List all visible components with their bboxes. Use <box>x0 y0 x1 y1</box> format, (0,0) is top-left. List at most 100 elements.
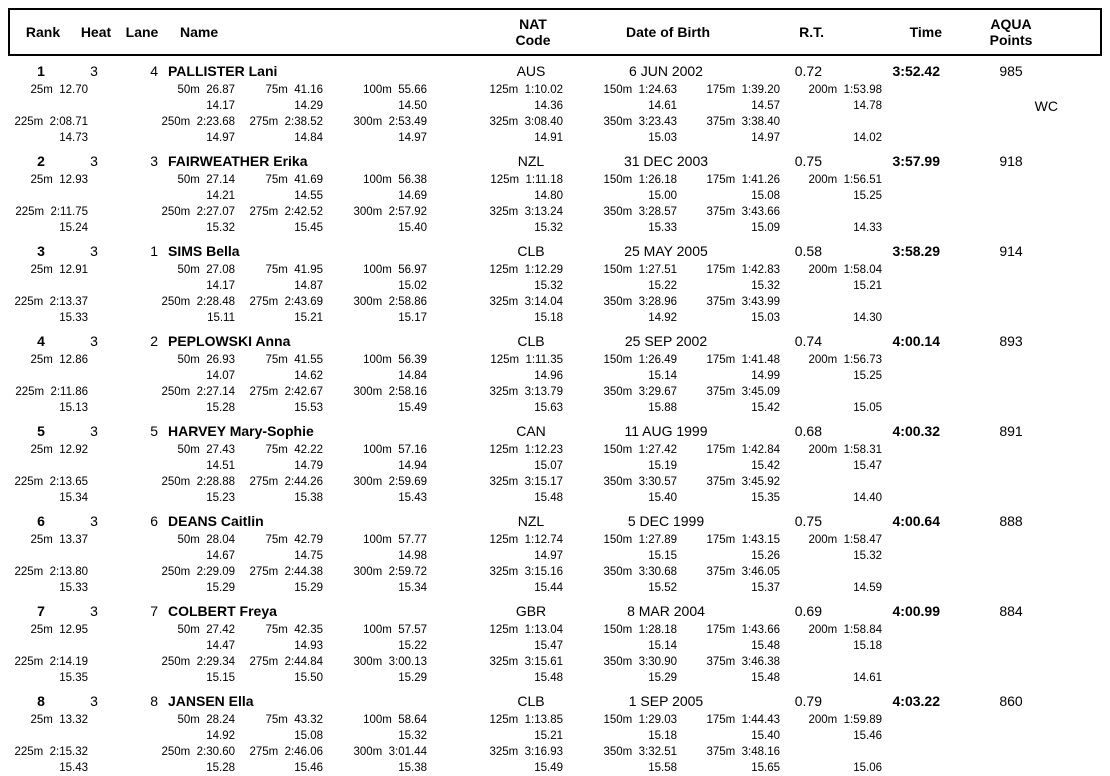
split-cell: 350m 3:32.51 <box>603 746 677 758</box>
split-cell: 15.32 <box>534 280 563 292</box>
split-cell: 125m 1:11.35 <box>490 354 563 366</box>
split-cell: 15.48 <box>751 672 780 684</box>
split-cell: 15.05 <box>853 402 882 414</box>
split-cell: 50m 26.87 <box>177 84 235 96</box>
split-cell: 14.92 <box>206 730 235 742</box>
swimmer-main-row: 8 3 8 JANSEN Ella CLB 1 SEP 2005 0.79 4:… <box>8 690 1102 712</box>
split-cell: 15.40 <box>398 222 427 234</box>
split-cell: 275m 2:43.69 <box>249 296 323 308</box>
swimmer-main-row: 6 3 6 DEANS Caitlin NZL 5 DEC 1999 0.75 … <box>8 510 1102 532</box>
record-note <box>882 670 1102 686</box>
split-cell: 25m 12.95 <box>30 624 88 636</box>
split-cell: 15.11 <box>207 312 235 324</box>
split-cell: 50m 27.43 <box>177 444 235 456</box>
splits-row-2: 225m 2:13.37 250m 2:28.48 275m 2:43.69 300m… <box>8 294 1102 310</box>
swimmer-name: HARVEY Mary-Sophie <box>168 423 314 439</box>
final-time: 4:00.32 <box>892 423 940 439</box>
split-cell: 15.48 <box>751 640 780 652</box>
split-cell: 150m 1:27.89 <box>603 534 677 546</box>
diffs-row-2: 15.34 15.23 15.38 15.43 15.48 15.40 15.35 14.40 <box>8 490 1102 506</box>
heat-value: 3 <box>90 423 98 439</box>
split-cell: 15.28 <box>206 762 235 774</box>
date-of-birth: 25 SEP 2002 <box>624 333 708 349</box>
record-note <box>882 310 1102 326</box>
lane-value: 1 <box>150 243 158 259</box>
header-rank: Rank <box>25 24 61 40</box>
split-cell: 15.33 <box>648 222 677 234</box>
nat-code: NZL <box>517 513 545 529</box>
split-cell: 15.21 <box>534 730 563 742</box>
split-cell: 14.79 <box>294 460 323 472</box>
split-cell: 175m 1:41.26 <box>706 174 780 186</box>
split-cell: 225m 2:14.19 <box>14 656 88 668</box>
split-cell: 200m 1:56.51 <box>808 174 882 186</box>
splits-row-2: 225m 2:15.32 250m 2:30.60 275m 2:46.06 300m… <box>8 744 1102 760</box>
split-cell: 50m 27.42 <box>177 624 235 636</box>
split-cell: 325m 3:13.79 <box>489 386 563 398</box>
splits-row-1: 25m 12.93 50m 27.14 75m 41.69 100m 56.38 125… <box>8 172 1102 188</box>
nat-code: NZL <box>517 153 545 169</box>
record-note <box>882 760 1102 776</box>
split-cell: 275m 2:38.52 <box>249 116 323 128</box>
split-cell: 325m 3:08.40 <box>489 116 563 128</box>
aqua-points: 860 <box>999 693 1023 709</box>
split-cell: 275m 2:44.38 <box>249 566 323 578</box>
split-cell: 300m 2:59.69 <box>353 476 427 488</box>
split-cell: 15.29 <box>648 672 677 684</box>
swimmer-row: 6 3 6 DEANS Caitlin NZL 5 DEC 1999 0.75 … <box>8 510 1102 596</box>
split-cell: 14.80 <box>534 190 563 202</box>
swimmer-name: FAIRWEATHER Erika <box>168 153 308 169</box>
split-cell: 14.91 <box>534 132 563 144</box>
rank-value: 4 <box>37 333 45 349</box>
record-note <box>882 654 1102 670</box>
split-cell: 14.47 <box>206 640 235 652</box>
reaction-time: 0.72 <box>794 63 822 79</box>
rank-value: 5 <box>37 423 45 439</box>
split-cell <box>8 458 88 474</box>
aqua-points: 884 <box>999 603 1023 619</box>
rank-value: 1 <box>37 63 45 79</box>
split-cell: 15.63 <box>534 402 563 414</box>
split-cell: 15.14 <box>648 370 677 382</box>
split-cell: 225m 2:11.75 <box>15 206 88 218</box>
split-cell: 15.35 <box>751 492 780 504</box>
split-cell: 325m 3:14.04 <box>489 296 563 308</box>
split-cell: 15.32 <box>206 222 235 234</box>
split-cell: 15.50 <box>294 672 323 684</box>
split-cell: 15.47 <box>853 460 882 472</box>
split-cell: 175m 1:44.43 <box>706 714 780 726</box>
nat-code: CLB <box>517 243 545 259</box>
swimmer-row: 7 3 7 COLBERT Freya GBR 8 MAR 2004 0.69 … <box>8 600 1102 686</box>
splits-row-1: 25m 13.37 50m 28.04 75m 42.79 100m 57.77 125… <box>8 532 1102 548</box>
split-cell: 15.52 <box>648 582 677 594</box>
split-cell: 15.00 <box>648 190 677 202</box>
record-note <box>882 532 1102 548</box>
split-cell: 50m 28.04 <box>177 534 235 546</box>
record-note: WC <box>1034 98 1058 114</box>
split-cell: 225m 2:11.86 <box>15 386 88 398</box>
split-cell: 50m 28.24 <box>177 714 235 726</box>
final-time: 4:00.14 <box>892 333 940 349</box>
split-cell <box>780 114 882 130</box>
split-cell: 50m 27.08 <box>177 264 235 276</box>
lane-value: 3 <box>150 153 158 169</box>
swimmer-row: 3 3 1 SIMS Bella CLB 25 MAY 2005 0.58 3:… <box>8 240 1102 326</box>
split-cell: 100m 55.66 <box>363 84 427 96</box>
split-cell: 275m 2:42.52 <box>249 206 323 218</box>
split-cell: 14.17 <box>206 100 235 112</box>
split-cell: 14.97 <box>398 132 427 144</box>
split-cell: 150m 1:29.03 <box>603 714 677 726</box>
split-cell: 125m 1:10.02 <box>489 84 563 96</box>
split-cell: 15.18 <box>853 640 882 652</box>
split-cell: 15.21 <box>294 312 323 324</box>
split-cell: 15.38 <box>398 762 427 774</box>
split-cell: 350m 3:23.43 <box>603 116 677 128</box>
header-points-line1: AQUA <box>990 16 1032 32</box>
split-cell: 75m 42.22 <box>265 444 323 456</box>
split-cell: 100m 56.97 <box>363 264 427 276</box>
split-cell: 14.97 <box>751 132 780 144</box>
split-cell: 350m 3:28.96 <box>603 296 677 308</box>
split-cell: 125m 1:12.29 <box>489 264 563 276</box>
header-nat-code: NAT Code <box>458 16 608 48</box>
split-cell <box>8 188 88 204</box>
